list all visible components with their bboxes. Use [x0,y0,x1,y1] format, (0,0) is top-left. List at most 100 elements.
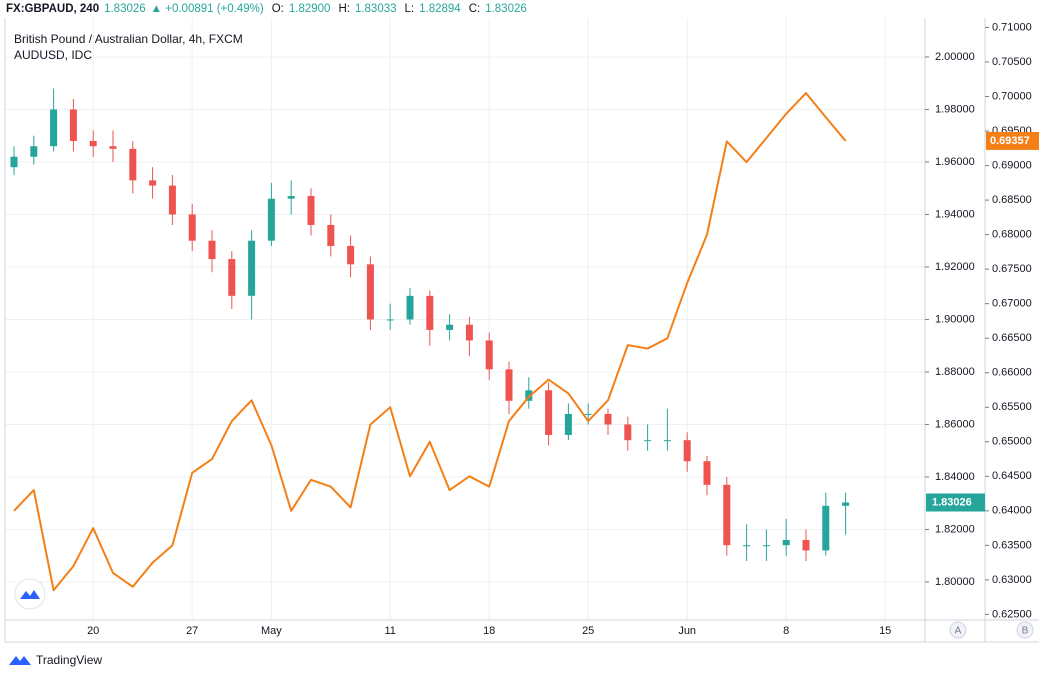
candle-body [743,545,751,547]
y-tick-label: 1.94000 [935,208,975,220]
candle-body [525,390,533,401]
logo-badge [14,578,46,610]
y2-tick-label: 0.63500 [992,539,1032,551]
y-tick-label: 1.86000 [935,418,975,430]
y2-tick-label: 0.64000 [992,505,1032,517]
y2-tick-label: 0.66500 [992,332,1032,344]
candle-body [426,295,434,330]
candle-body [703,461,711,485]
x-tick-label: Jun [678,625,696,637]
y-tick-label: 1.82000 [935,523,975,535]
y2-tick-label: 0.70000 [992,90,1032,102]
overlay-line [13,92,847,592]
candle-body [366,264,374,320]
candle-body [228,259,236,296]
y-tick-label: 2.00000 [935,51,975,63]
y2-tick-label: 0.63000 [992,574,1032,586]
y2-tick-label: 0.62500 [992,608,1032,620]
symbol: FX:GBPAUD, 240 [6,3,100,15]
candle-body [89,140,97,147]
y-tick-label: 1.88000 [935,366,975,378]
candle-body [802,539,810,551]
candle-body [287,196,295,199]
candle-body [723,484,731,546]
candle-body [129,148,137,181]
candle-body [149,180,157,186]
footer-logo [9,656,31,665]
candle-body [30,146,38,157]
legend-overlay: AUDUSD, IDC [14,48,92,62]
low-label: L: [404,3,415,15]
candle-body [307,196,315,225]
button-b-label[interactable]: B [1022,626,1029,637]
y-tick-label: 1.90000 [935,313,975,325]
y2-tick-label: 0.70500 [992,56,1032,68]
price-label-box [926,493,985,512]
candle-body [446,324,454,330]
candle-body [406,295,414,320]
x-tick-label: 25 [582,625,594,637]
close-value: 1.83026 [485,3,527,15]
y-tick-label: 1.84000 [935,471,975,483]
candle-body [327,224,335,246]
y2-tick-label: 0.66000 [992,367,1032,379]
candle-body [505,369,513,401]
candle-body [208,240,216,260]
button-b[interactable]: B [1016,621,1034,639]
candle-body [50,109,58,147]
change: ▲ +0.00891 (+0.49%) [150,3,264,15]
candle-body [69,109,77,141]
y2-tick-label: 0.71000 [992,21,1032,33]
header: FX:GBPAUD, 240 1.83026 ▲ +0.00891 (+0.49… [6,0,527,18]
y2-tick-label: 0.69000 [992,159,1032,171]
candle-body [10,156,18,168]
x-tick-label: 20 [87,625,99,637]
y-tick-label: 1.98000 [935,103,975,115]
plot [10,88,850,592]
y-tick-label: 1.92000 [935,261,975,273]
candle-body [762,545,770,547]
y-tick-label: 1.80000 [935,576,975,588]
candle-body [248,240,256,296]
y2-tick-label: 0.67500 [992,263,1032,275]
y2-tick-label: 0.65500 [992,401,1032,413]
low-value: 1.82894 [419,3,461,15]
candle-body [188,214,196,241]
candle-body [168,185,176,215]
y2-tick-label: 0.68000 [992,229,1032,241]
price-label-box [986,131,1039,150]
close-label: C: [468,3,481,15]
x-tick-label: 8 [783,625,789,637]
candle-body [782,539,790,546]
axes: 1.80000 1.82000 1.84000 1.86000 1.88000 1.900… [87,21,1039,637]
candle-body [644,440,652,442]
price-label: 0.69357 [990,135,1030,147]
button-a-label[interactable]: A [955,626,962,637]
last-price: 1.83026 [104,3,146,15]
candle-body [624,424,632,441]
candle-body [386,319,394,321]
x-tick-label: May [261,625,282,637]
candle-body [822,505,830,551]
candle-body [564,413,572,435]
y2-tick-label: 0.64500 [992,470,1032,482]
high-value: 1.83033 [354,3,397,15]
x-tick-label: 11 [384,625,395,637]
candle-body [545,390,553,435]
button-a[interactable]: A [949,621,967,639]
y2-tick-label: 0.68500 [992,194,1032,206]
candle-body [663,440,671,442]
legend-main: British Pound / Australian Dollar, 4h, F… [14,32,243,46]
x-tick-label: 27 [186,625,198,637]
candle-body [465,324,473,341]
price-label: 1.83026 [932,496,972,508]
candle-body [604,413,612,425]
candle-body [347,245,355,265]
candle-body [267,198,275,241]
y2-tick-label: 0.65000 [992,436,1032,448]
footer[interactable]: TradingView [8,653,102,667]
footer-text[interactable]: TradingView [36,653,103,667]
